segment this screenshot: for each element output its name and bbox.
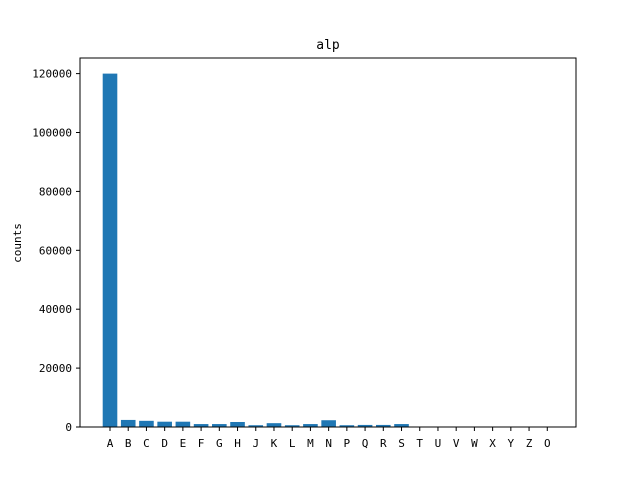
x-tick-label: E (180, 437, 187, 450)
y-tick-label: 100000 (32, 127, 72, 140)
x-tick-label: V (453, 437, 460, 450)
bar-M (303, 424, 318, 427)
y-tick-label: 60000 (39, 244, 72, 257)
bar-J (248, 425, 264, 427)
y-tick-label: 20000 (39, 362, 72, 375)
bar-D (157, 421, 172, 427)
bar-F (193, 424, 209, 427)
bar-H (230, 421, 245, 427)
y-tick-label: 80000 (39, 185, 72, 198)
x-tick-label: Z (526, 437, 533, 450)
x-tick-label: R (380, 437, 387, 450)
bar-Q (357, 424, 373, 427)
bar-P (339, 425, 355, 427)
bar-G (212, 424, 227, 427)
x-tick-label: A (107, 437, 114, 450)
y-tick-label: 0 (65, 421, 72, 434)
bar-E (175, 421, 191, 427)
bar-S (394, 424, 409, 427)
chart-title: alp (316, 38, 340, 53)
x-tick-label: K (271, 437, 278, 450)
x-tick-label: D (161, 437, 168, 450)
y-ticks-group: 0 20000 40000 60000 80000 100000 120000 (32, 68, 80, 434)
x-tick-label: M (307, 437, 314, 450)
x-tick-label: U (435, 437, 442, 450)
x-tick-label: W (471, 437, 478, 450)
x-tick-label: L (289, 437, 296, 450)
plot-frame (79, 57, 577, 428)
x-tick-label: F (198, 437, 205, 450)
x-tick-label: P (344, 437, 351, 450)
y-tick-label: 120000 (32, 68, 72, 81)
y-tick-label: 40000 (39, 303, 72, 316)
x-tick-label: Q (362, 437, 369, 450)
bar-C (139, 420, 154, 427)
x-tick-label: G (216, 437, 223, 450)
bar-L (284, 425, 300, 427)
x-tick-label: C (143, 437, 150, 450)
bar-A (102, 73, 118, 428)
bars-group (102, 73, 409, 428)
x-tick-label: Y (508, 437, 515, 450)
x-tick-label: J (252, 437, 259, 450)
x-tick-label: O (544, 437, 551, 450)
bar-N (321, 420, 336, 427)
bar-K (266, 423, 282, 427)
x-tick-label: X (489, 437, 496, 450)
bar-B (120, 419, 136, 427)
bar-R (376, 424, 391, 427)
x-tick-label: H (234, 437, 241, 450)
x-tick-label: T (416, 437, 423, 450)
x-tick-label: N (325, 437, 332, 450)
y-axis-label: counts (11, 223, 24, 263)
x-tick-label: S (398, 437, 405, 450)
x-tick-label: B (125, 437, 132, 450)
